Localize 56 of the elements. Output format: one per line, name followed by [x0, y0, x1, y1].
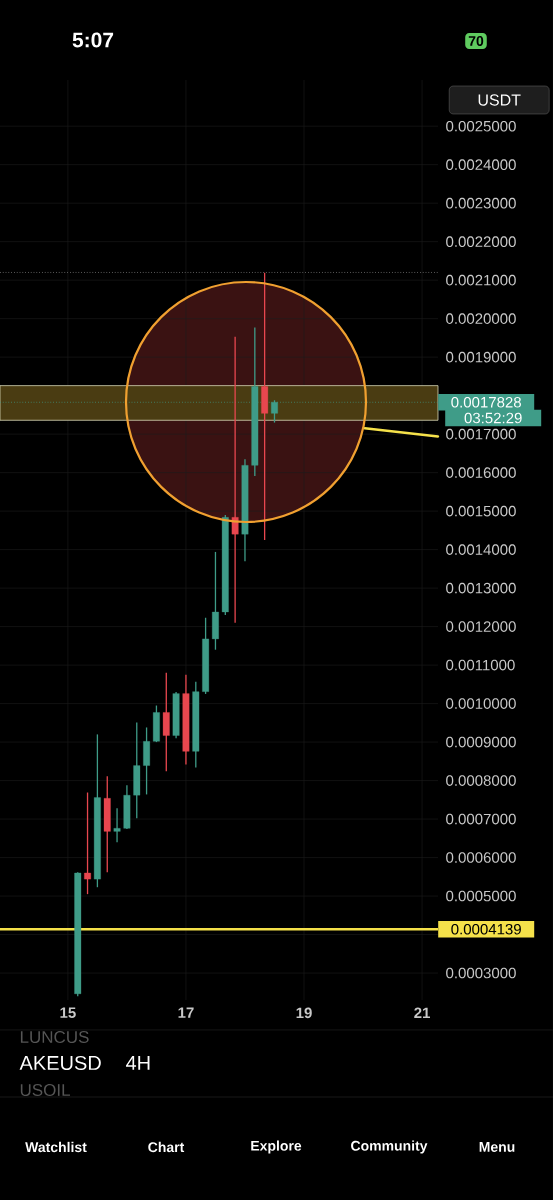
candlestick: [123, 784, 131, 830]
y-tick-label: 0.0016000: [446, 467, 516, 478]
y-tick-label: 0.0009000: [446, 736, 516, 748]
candlestick: [182, 674, 190, 766]
y-tick-label: 0.0019000: [446, 351, 516, 363]
candlestick: [212, 551, 219, 651]
candlestick: [74, 871, 82, 997]
y-tick-label: 0.0012000: [446, 621, 516, 632]
text: USOIL: [20, 1083, 70, 1097]
candlestick: [162, 672, 170, 772]
candlestick: [192, 681, 200, 769]
candlestick: [143, 726, 150, 796]
x-tick-label: 17: [178, 1007, 194, 1018]
y-tick-label: 0.0025000: [446, 120, 516, 132]
candlestick: [172, 691, 180, 739]
x-tick-label: 15: [60, 1007, 76, 1018]
y-tick-label: 0.0003000: [446, 967, 516, 979]
candlestick: [153, 704, 160, 743]
text: Community: [351, 1140, 428, 1154]
text: USDT: [478, 94, 521, 106]
candlestick: [221, 514, 229, 616]
y-tick-label: 0.0024000: [446, 159, 516, 170]
ref-line-label: 0.0004139: [451, 923, 521, 935]
candlestick: [202, 617, 209, 695]
text: Menu: [479, 1142, 515, 1152]
text: 03:52:29: [464, 412, 522, 424]
y-tick-label: 0.0022000: [446, 236, 516, 247]
text: Watchlist: [25, 1141, 87, 1153]
y-tick-label: 0.0011000: [446, 659, 515, 671]
y-tick-label: 0.0006000: [446, 852, 516, 863]
text: Chart: [148, 1141, 185, 1153]
y-tick-label: 0.0005000: [446, 890, 516, 902]
text: AKEUSD: [19, 1055, 101, 1071]
text: Explore: [251, 1140, 302, 1154]
x-tick-label: 21: [414, 1007, 430, 1018]
y-tick-label: 0.0014000: [446, 544, 516, 555]
y-tick-label: 0.0008000: [446, 775, 516, 786]
y-tick-label: 0.0015000: [446, 505, 516, 517]
y-tick-label: 0.0023000: [446, 197, 516, 209]
text: 70: [468, 36, 484, 46]
y-tick-label: 0.0013000: [446, 582, 516, 594]
y-tick-label: 0.0021000: [446, 274, 516, 286]
x-tick-label: 19: [296, 1007, 312, 1019]
candlestick: [261, 272, 269, 541]
candlestick: [103, 775, 111, 873]
y-tick-label: 0.0010000: [446, 698, 516, 709]
text: 5:07: [72, 32, 114, 48]
candlestick: [113, 807, 121, 843]
candlestick: [133, 721, 141, 819]
text: LUNCUS: [20, 1030, 89, 1044]
ref-line-label: 0.0017828: [451, 396, 521, 408]
y-tick-label: 0.0020000: [446, 313, 516, 324]
y-tick-label: 0.0007000: [446, 813, 516, 825]
candlestick: [84, 791, 91, 895]
y-tick-label: 0.0017000: [446, 428, 516, 440]
text: 4H: [125, 1056, 150, 1070]
